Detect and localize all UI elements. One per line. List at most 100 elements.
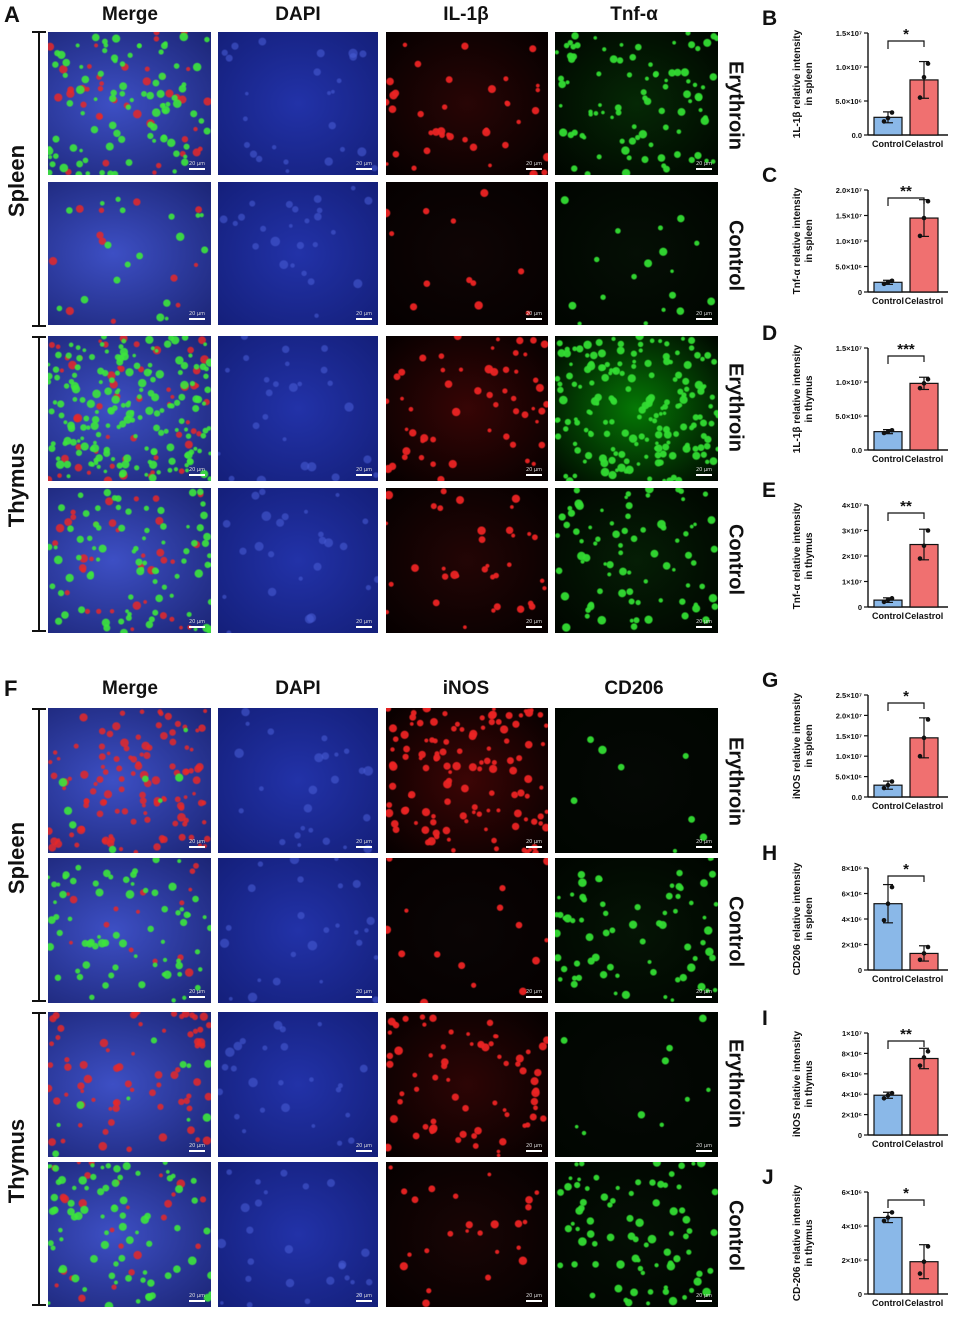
data-point [925,717,931,722]
data-point [881,1095,887,1101]
panel-a-spleen-bracket [32,31,46,327]
scale-bar [189,474,205,476]
chart-svg: D 1L-1β relative intensityin thymus 0.0 5.0… [762,322,948,464]
y-tick-label: 1.5×10⁷ [836,29,862,38]
y-axis-label: Tnf-α relative intensityin spleen [792,187,815,294]
scale-bar [526,168,542,170]
scale-bar-label: 20 μm [355,311,372,317]
bar-control [873,1094,903,1136]
data-point [921,74,927,80]
y-tick-label: 0 [858,966,862,975]
significance-label: ** [900,183,912,200]
significance-bracket [887,197,925,206]
y-axis-label: 1L-1β relative intensityin spleen [792,29,815,138]
panel-a-col-dapi: DAPI [275,4,321,25]
scale-bar-label: 20 μm [188,839,205,845]
x-tick-label: Celastrol [905,611,944,621]
scale-bar [356,474,372,476]
scale-bar [696,996,712,998]
y-axis-label: CD206 relative intensityin spleen [792,862,815,975]
panel-f-image-r1-merge: 20 μm [48,708,211,853]
panel-f-thymus-bracket [32,1012,46,1306]
significance-bracket [887,40,925,49]
scale-bar [189,1150,205,1152]
y-tick-label: 0 [858,603,862,612]
data-point [921,1259,927,1264]
data-point [885,280,891,285]
scale-bar-label: 20 μm [355,989,372,995]
y-tick-label: 1.5×10⁷ [836,344,862,353]
scale-bar-label: 20 μm [188,311,205,317]
scale-bar [526,846,542,848]
panel-f-tissue-spleen: Spleen [4,821,29,895]
scale-bar [356,626,372,628]
y-tick-label: 8×10⁶ [842,864,862,873]
scale-bar [189,318,205,320]
significance-label: * [903,26,909,43]
y-tick-label: 0 [858,1131,862,1140]
panel-a-tissue-thymus: Thymus [4,442,29,528]
data-point [885,1092,891,1098]
y-tick-label: 3×10⁷ [842,527,862,536]
scale-bar [696,626,712,628]
scale-bar [526,318,542,320]
data-point [885,1215,891,1220]
data-point [889,1210,895,1215]
y-axis-label: CD-206 relative intensityin thymus [792,1184,815,1301]
scale-bar-label: 20 μm [525,989,542,995]
scale-bar [356,318,372,320]
panel-letter-g: G [762,669,778,692]
significance-label: ** [900,498,912,515]
bar-control [873,431,903,451]
y-tick-label: 1×10⁷ [842,1029,862,1038]
panel-a-col-merge: Merge [102,4,158,25]
scale-bar [189,996,205,998]
y-tick-label: 4×10⁶ [842,1222,862,1231]
panel-f-image-r3-red: 20 μm [386,1012,548,1157]
x-tick-label: Control [872,139,904,149]
data-point [881,1218,887,1224]
y-tick-label: 1.0×10⁷ [836,237,862,246]
scale-bar-label: 20 μm [188,1143,205,1149]
x-tick-label: Control [872,1139,904,1149]
x-tick-label: Celastrol [905,1298,944,1308]
panel-a-image-r3-red: 20 μm [386,336,548,481]
panel-f-image-r1-red: 20 μm [386,708,548,853]
y-tick-label: 1.0×10⁷ [836,378,862,387]
x-tick-label: Control [872,801,904,811]
y-tick-label: 8×10⁶ [842,1049,862,1058]
data-point [921,543,927,549]
x-tick-label: Celastrol [905,974,944,984]
panel-a-row-label-4: Control [724,523,747,596]
scale-bar [526,996,542,998]
panel-f-image-r3-dapi: 20 μm [218,1012,378,1157]
panel-f-image-r4-green: 20 μm [555,1162,718,1307]
bar-celastrol [909,1057,939,1136]
data-point [881,599,887,605]
data-point [889,596,895,601]
data-point [881,119,887,124]
bar-chart-j: J CD-206 relative intensityin thymus 0 2×10… [760,1162,960,1317]
data-point [917,385,923,391]
data-point [925,198,931,204]
chart-svg: C Tnf-α relative intensityin spleen 0 5.0×1… [762,164,948,306]
panel-a-image-r2-merge: 20 μm [48,182,211,325]
y-tick-label: 0.0 [852,446,862,455]
y-tick-label: 1.0×10⁷ [836,752,862,761]
panel-a-image-r1-dapi: 20 μm [218,32,378,175]
significance-bracket [887,875,925,884]
panel-f-image-r2-green: 20 μm [555,858,718,1003]
data-point [921,215,927,221]
y-tick-label: 4×10⁷ [842,501,862,510]
data-point [917,1063,923,1068]
panel-f-spleen-bracket [32,708,46,1002]
scale-bar [356,846,372,848]
panel-a-thymus-bracket [32,336,46,632]
scale-bar [526,1300,542,1302]
y-tick-label: 6×10⁶ [842,1188,862,1197]
scale-bar [189,168,205,170]
panel-f-image-r4-merge: 20 μm [48,1162,211,1307]
data-point [881,785,887,791]
